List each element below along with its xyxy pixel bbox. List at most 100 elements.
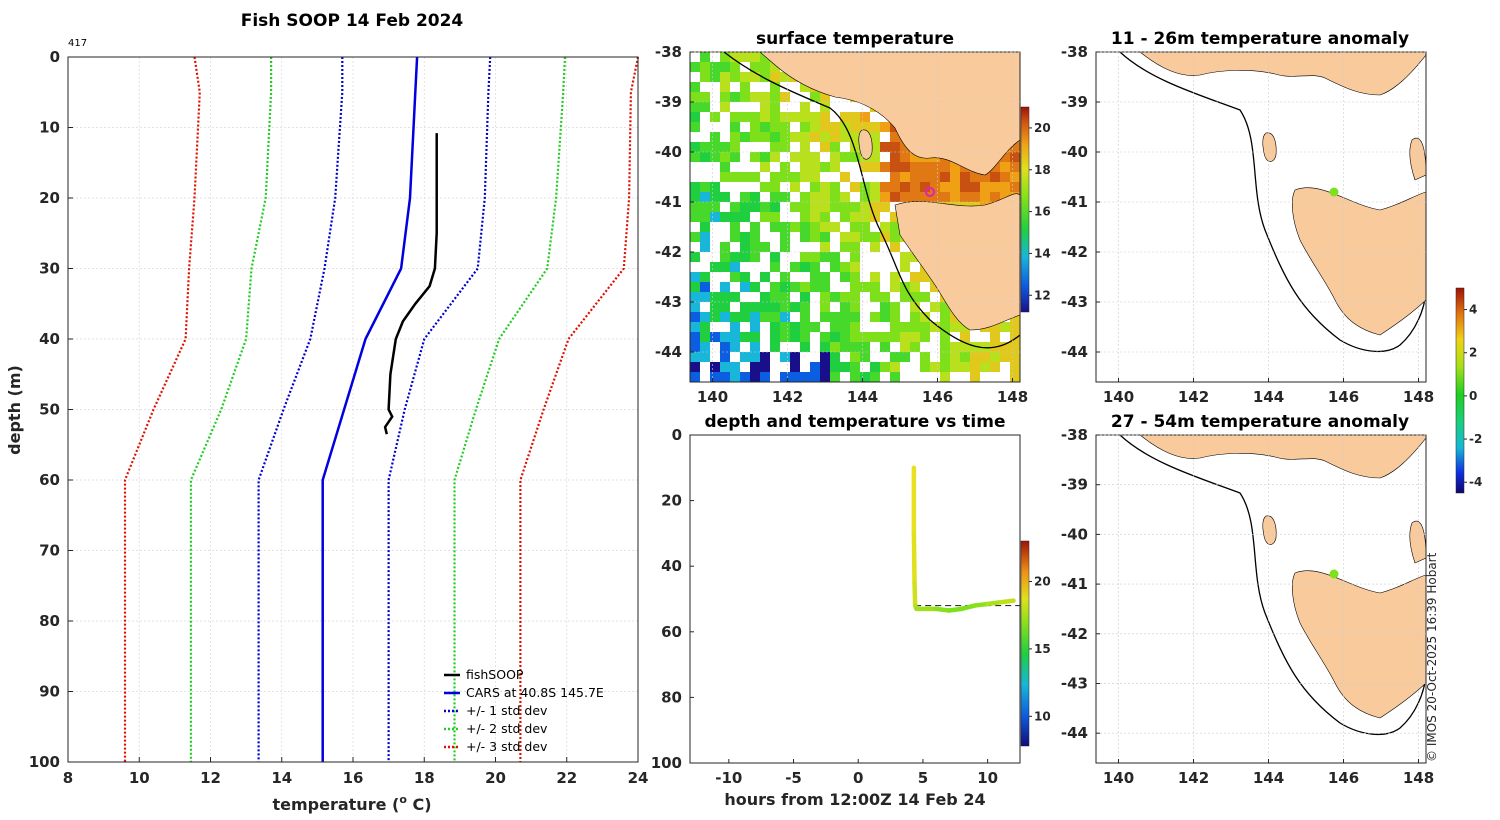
sst-pixel bbox=[730, 152, 740, 162]
sst-pixel bbox=[820, 312, 830, 322]
depth-time-segment bbox=[998, 598, 1016, 605]
sst-pixel bbox=[820, 192, 830, 202]
sst-pixel bbox=[730, 312, 740, 322]
sst-pixel bbox=[730, 322, 740, 332]
sst-pixel bbox=[780, 312, 790, 322]
depth-time-y-ticks: 0 20 40 60 80 100 bbox=[651, 426, 694, 772]
sst-pixel bbox=[810, 282, 820, 292]
sst-pixel bbox=[690, 182, 700, 192]
sst-pixel bbox=[690, 252, 700, 262]
sst-pixel bbox=[890, 372, 900, 382]
sst-pixel bbox=[910, 292, 920, 302]
sst-pixel bbox=[930, 162, 940, 172]
sst-pixel bbox=[850, 222, 860, 232]
anomaly-27-54-panel: 27 - 54m temperature anomaly 140 142 144 14… bbox=[1061, 412, 1434, 787]
sst-pixel bbox=[730, 142, 740, 152]
sst-pixel bbox=[870, 362, 880, 372]
sst-pixel bbox=[900, 182, 910, 192]
sst-pixel bbox=[980, 342, 990, 352]
profile-x-tick-label: 10 bbox=[129, 769, 150, 787]
sst-pixel bbox=[900, 352, 910, 362]
anomaly-27-54-x-tick-label: 142 bbox=[1178, 769, 1209, 787]
sst-pixel bbox=[850, 132, 860, 142]
sst-pixel bbox=[930, 322, 940, 332]
sst-pixel bbox=[850, 312, 860, 322]
sst-pixel bbox=[720, 342, 730, 352]
sst-pixel bbox=[760, 72, 770, 82]
sst-map-x-tick-label: 140 bbox=[697, 388, 728, 406]
sst-pixel bbox=[710, 132, 720, 142]
sst-pixel bbox=[730, 122, 740, 132]
sst-pixel bbox=[720, 372, 730, 382]
sst-pixel bbox=[790, 322, 800, 332]
sst-pixel bbox=[810, 232, 820, 242]
legend-entry-1sd: +/- 1 std dev bbox=[444, 703, 548, 718]
sst-pixel bbox=[720, 212, 730, 222]
depth-time-x-tick-label: 5 bbox=[918, 769, 928, 787]
profile-panel: Fish SOOP 14 Feb 2024 417 8 10 12 14 16 18 20 2… bbox=[5, 11, 648, 814]
sst-pixel bbox=[720, 52, 730, 62]
sst-colorbar-tick-label: 16 bbox=[1034, 205, 1051, 219]
sst-pixel bbox=[740, 302, 750, 312]
sst-pixel bbox=[760, 122, 770, 132]
sst-pixel bbox=[820, 272, 830, 282]
anomaly-colorbar-tick-label: -4 bbox=[1469, 475, 1482, 489]
sst-pixel bbox=[940, 322, 950, 332]
sst-pixel bbox=[920, 192, 930, 202]
sst-pixel bbox=[700, 282, 710, 292]
sst-pixel bbox=[740, 172, 750, 182]
sst-pixel bbox=[720, 192, 730, 202]
sst-pixel bbox=[730, 332, 740, 342]
sst-pixel bbox=[710, 112, 720, 122]
sst-pixel bbox=[970, 342, 980, 352]
sst-pixel bbox=[990, 172, 1000, 182]
sst-pixel bbox=[730, 232, 740, 242]
sst-pixel bbox=[830, 322, 840, 332]
anomaly-11-26-y-tick-label: -43 bbox=[1061, 293, 1088, 311]
sst-pixel bbox=[720, 282, 730, 292]
profile-x-label-end: C) bbox=[407, 795, 432, 814]
sst-pixel bbox=[890, 362, 900, 372]
sst-pixel bbox=[730, 252, 740, 262]
sst-pixel bbox=[710, 142, 720, 152]
sst-pixel bbox=[870, 202, 880, 212]
sst-pixel bbox=[920, 322, 930, 332]
depth-time-colorbar-tick-label: 10 bbox=[1034, 709, 1051, 723]
sst-pixel bbox=[840, 302, 850, 312]
sst-pixel bbox=[800, 212, 810, 222]
sst-pixel bbox=[740, 92, 750, 102]
sst-pixel bbox=[750, 232, 760, 242]
profile-series-cars bbox=[321, 56, 419, 762]
sst-pixel bbox=[820, 112, 830, 122]
sst-pixel bbox=[830, 202, 840, 212]
profile-series bbox=[123, 56, 640, 762]
profile-y-tick-label: 30 bbox=[39, 260, 60, 278]
anomaly-27-54-y-tick-label: -38 bbox=[1061, 426, 1088, 444]
sst-pixel bbox=[900, 142, 910, 152]
sst-pixel bbox=[760, 162, 770, 172]
sst-pixel bbox=[990, 352, 1000, 362]
sst-pixel bbox=[810, 262, 820, 272]
sst-map-y-ticks: -38 -39 -40 -41 -42 -43 -44 bbox=[655, 43, 1020, 361]
sst-pixel bbox=[700, 332, 710, 342]
sst-pixel bbox=[930, 182, 940, 192]
profile-y-label: depth (m) bbox=[5, 365, 24, 455]
sst-pixel bbox=[830, 122, 840, 132]
sst-pixel bbox=[830, 252, 840, 262]
sst-pixel bbox=[880, 182, 890, 192]
sst-pixel bbox=[700, 352, 710, 362]
sst-pixel bbox=[780, 372, 790, 382]
profile-y-tick-label: 70 bbox=[39, 542, 60, 560]
anomaly-27-54-x-tick-label: 146 bbox=[1328, 769, 1359, 787]
profile-x-tick-label: 22 bbox=[556, 769, 577, 787]
sst-pixel bbox=[860, 352, 870, 362]
sst-pixel bbox=[750, 352, 760, 362]
legend-entry-cars: CARS at 40.8S 145.7E bbox=[444, 685, 604, 700]
sst-pixel bbox=[720, 102, 730, 112]
legend-label: +/- 2 std dev bbox=[466, 721, 548, 736]
sst-map-y-tick-label: -42 bbox=[655, 243, 682, 261]
sst-pixel bbox=[810, 162, 820, 172]
sst-pixel bbox=[830, 182, 840, 192]
sst-pixel bbox=[910, 312, 920, 322]
sst-pixel bbox=[840, 332, 850, 342]
